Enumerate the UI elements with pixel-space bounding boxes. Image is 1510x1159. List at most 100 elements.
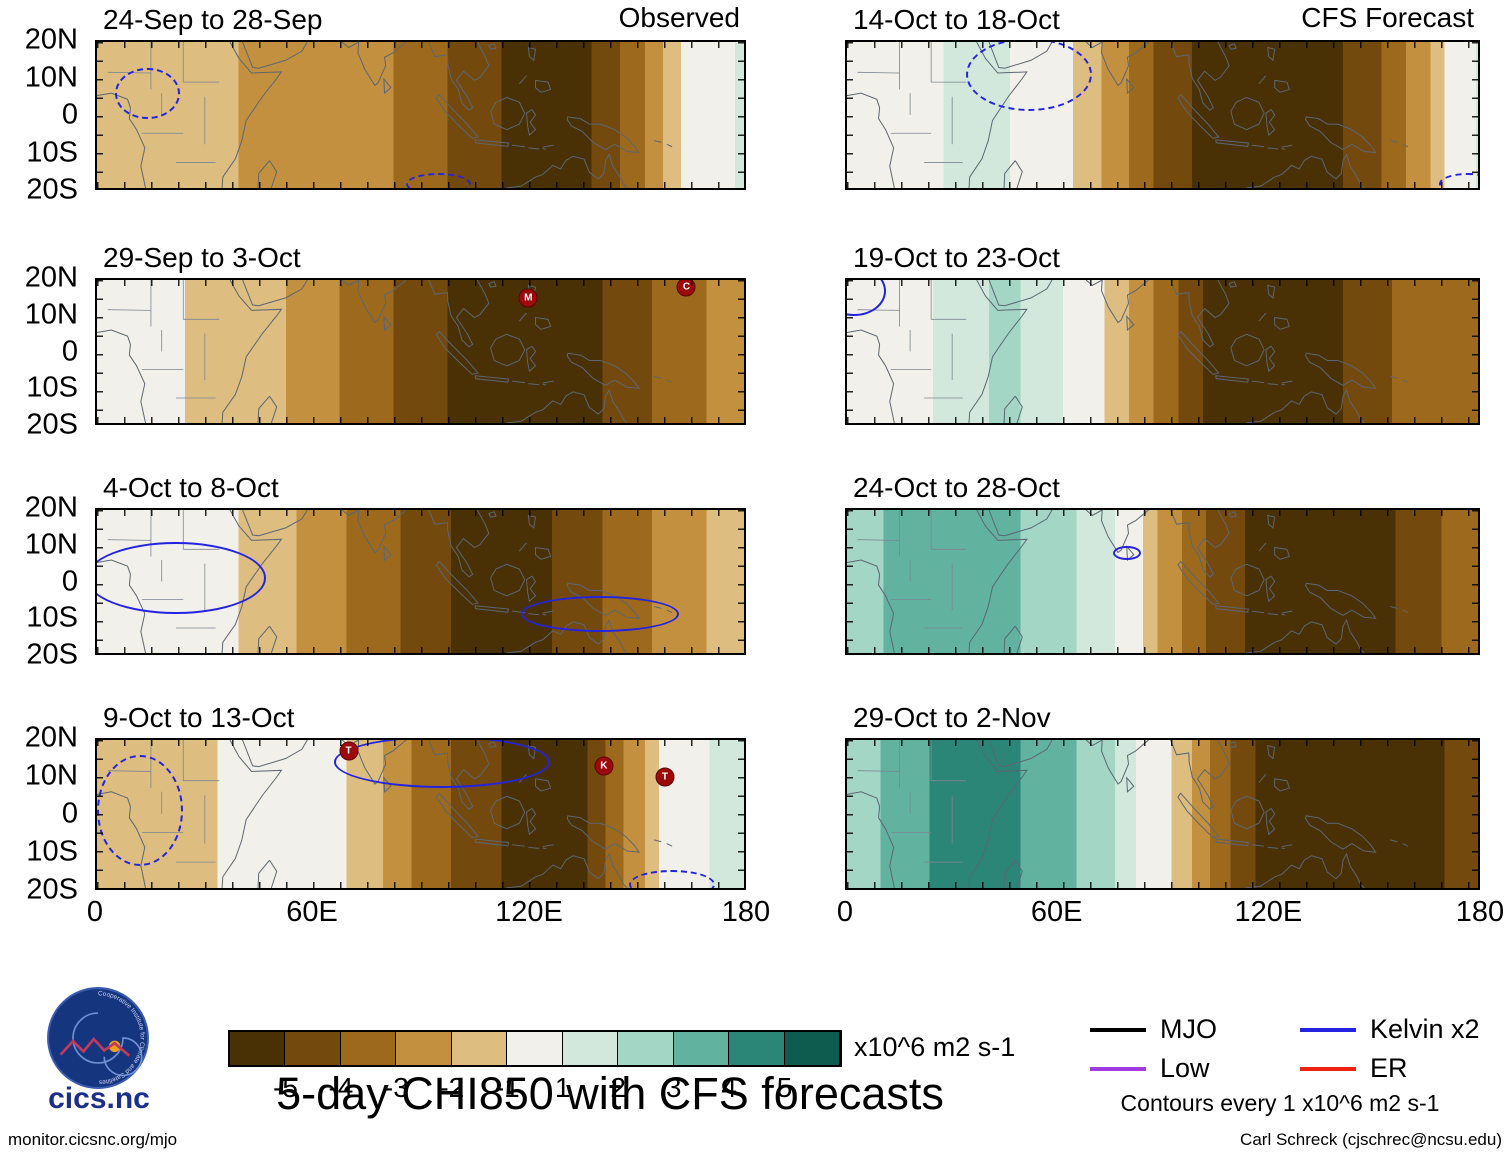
legend-contour-note: Contours every 1 x10^6 m2 s-1 bbox=[1120, 1090, 1440, 1116]
y-minor-ticks bbox=[847, 510, 853, 653]
y-axis-labels: 20N 10N 0 10S 20S bbox=[0, 492, 88, 671]
legend-item-kelvin-x2: Kelvin x2 bbox=[1300, 1014, 1480, 1045]
kelvin-wave-contour bbox=[1439, 173, 1478, 188]
x-tick-label: 120E bbox=[1234, 896, 1303, 928]
kelvin-wave-contour bbox=[628, 869, 716, 888]
observed-label: Observed bbox=[618, 2, 740, 33]
tropical-cyclone-marker: M bbox=[518, 288, 538, 308]
x-minor-ticks bbox=[847, 882, 1478, 888]
chi850-map-forecast-row3 bbox=[845, 508, 1480, 655]
legend-line-swatch bbox=[1300, 1027, 1356, 1032]
y-tick-label: 0 bbox=[61, 98, 78, 131]
x-tick-label: 0 bbox=[836, 896, 854, 928]
legend-label: Low bbox=[1160, 1053, 1210, 1083]
panel-date-range: 9-Oct to 13-Oct bbox=[103, 702, 295, 733]
colorbar-cell bbox=[396, 1032, 452, 1065]
y-tick-label: 10N bbox=[24, 61, 78, 93]
x-tick-label: 0 bbox=[86, 896, 104, 928]
logo-mountains-icon bbox=[59, 1036, 131, 1057]
colorbar-tick-label: 4 bbox=[721, 1072, 737, 1103]
y-tick-label: 20N bbox=[24, 491, 78, 524]
y-tick-label: 10N bbox=[24, 528, 78, 561]
y-axis-labels: 20N 10N 0 10S 20S bbox=[0, 262, 88, 441]
cics-logo-wordmark: cics.nc bbox=[48, 1082, 150, 1115]
colorbar-cell bbox=[340, 1032, 397, 1065]
x-minor-ticks bbox=[97, 280, 744, 286]
x-minor-ticks bbox=[847, 182, 1478, 188]
coastline-overlay bbox=[847, 740, 1409, 888]
kelvin-wave-contour bbox=[97, 542, 266, 614]
chi850-map-forecast-row2 bbox=[845, 278, 1480, 425]
panel-date-range: 24-Oct to 28-Oct bbox=[853, 472, 1060, 503]
y-tick-label: 0 bbox=[61, 797, 78, 830]
x-minor-ticks bbox=[847, 740, 1478, 746]
x-minor-ticks bbox=[847, 42, 1478, 48]
y-tick-label: 10S bbox=[26, 601, 78, 634]
colorbar-cell bbox=[451, 1032, 508, 1065]
panel-date-range: 4-Oct to 8-Oct bbox=[103, 472, 279, 503]
kelvin-wave-contour bbox=[97, 754, 184, 866]
x-minor-ticks bbox=[847, 647, 1478, 653]
x-tick-label: 180 bbox=[1455, 896, 1505, 928]
colorbar-cell bbox=[507, 1032, 563, 1065]
x-minor-ticks bbox=[847, 417, 1478, 423]
y-minor-ticks bbox=[1472, 280, 1478, 423]
colorbar-cell bbox=[285, 1032, 341, 1065]
colorbar-cell bbox=[562, 1032, 619, 1065]
x-minor-ticks bbox=[847, 510, 1478, 516]
colorbar-cell bbox=[230, 1032, 286, 1065]
colorbar-tick-label: -5 bbox=[273, 1072, 298, 1103]
x-tick-label: 120E bbox=[495, 896, 563, 928]
y-tick-label: 20S bbox=[26, 873, 78, 906]
colorbar-tick-label: 2 bbox=[610, 1072, 626, 1103]
y-minor-ticks bbox=[738, 740, 744, 888]
colorbar-cell bbox=[729, 1032, 785, 1065]
y-minor-ticks bbox=[97, 280, 103, 423]
y-tick-label: 10S bbox=[26, 136, 78, 168]
colorbar-cell bbox=[784, 1032, 840, 1065]
colorbar-tick-label: -2 bbox=[439, 1072, 465, 1103]
tropical-cyclone-marker: C bbox=[676, 280, 696, 297]
colorbar-tick-label: -1 bbox=[494, 1072, 520, 1103]
legend-item-low: Low bbox=[1090, 1053, 1210, 1084]
x-minor-ticks bbox=[97, 647, 744, 653]
coastline-overlay bbox=[847, 42, 1409, 188]
x-tick-label: 180 bbox=[721, 896, 771, 928]
y-tick-label: 10N bbox=[24, 759, 78, 792]
y-tick-label: 0 bbox=[61, 335, 78, 367]
y-tick-label: 10N bbox=[24, 298, 78, 331]
coastline-overlay bbox=[847, 510, 1409, 653]
cics-logo-graphic: Cooperative Institute for Climate and Sa… bbox=[47, 987, 149, 1089]
y-minor-ticks bbox=[738, 510, 744, 653]
x-tick-label: 60E bbox=[1030, 896, 1083, 928]
figure-title: 5-day CHI850 with CFS forecasts bbox=[276, 1068, 944, 1119]
legend-label: MJO bbox=[1160, 1014, 1217, 1044]
legend-item-er: ER bbox=[1300, 1053, 1408, 1084]
y-tick-label: 20S bbox=[26, 638, 78, 671]
kelvin-wave-contour bbox=[406, 173, 471, 188]
colorbar-tick-label: 1 bbox=[554, 1072, 571, 1103]
coastline-overlay bbox=[97, 280, 674, 423]
x-minor-ticks bbox=[847, 280, 1478, 286]
y-minor-ticks bbox=[738, 42, 744, 188]
y-tick-label: 20S bbox=[26, 173, 78, 206]
kelvin-wave-contour bbox=[334, 740, 550, 789]
x-minor-ticks bbox=[97, 510, 744, 516]
x-minor-ticks bbox=[97, 42, 744, 48]
colorbar-tick-label: -4 bbox=[328, 1072, 354, 1103]
footer-credit: Carl Schreck (cjschrec@ncsu.edu) bbox=[1240, 1130, 1502, 1149]
colorbar-tick-label: 3 bbox=[665, 1072, 682, 1103]
chi850-map-forecast-row1 bbox=[845, 40, 1480, 190]
coastline-overlay bbox=[97, 42, 674, 188]
y-tick-label: 20N bbox=[24, 261, 78, 294]
legend-line-swatch bbox=[1300, 1066, 1356, 1071]
tropical-cyclone-marker: K bbox=[594, 756, 614, 776]
legend-label: ER bbox=[1370, 1053, 1408, 1083]
coastline-overlay bbox=[847, 280, 1409, 423]
tropical-cyclone-marker: T bbox=[339, 741, 359, 761]
chi850-map-observed-row4: T K T bbox=[95, 738, 746, 890]
legend-line-swatch bbox=[1090, 1066, 1146, 1071]
x-minor-ticks bbox=[97, 417, 744, 423]
y-tick-label: 10S bbox=[26, 371, 78, 404]
